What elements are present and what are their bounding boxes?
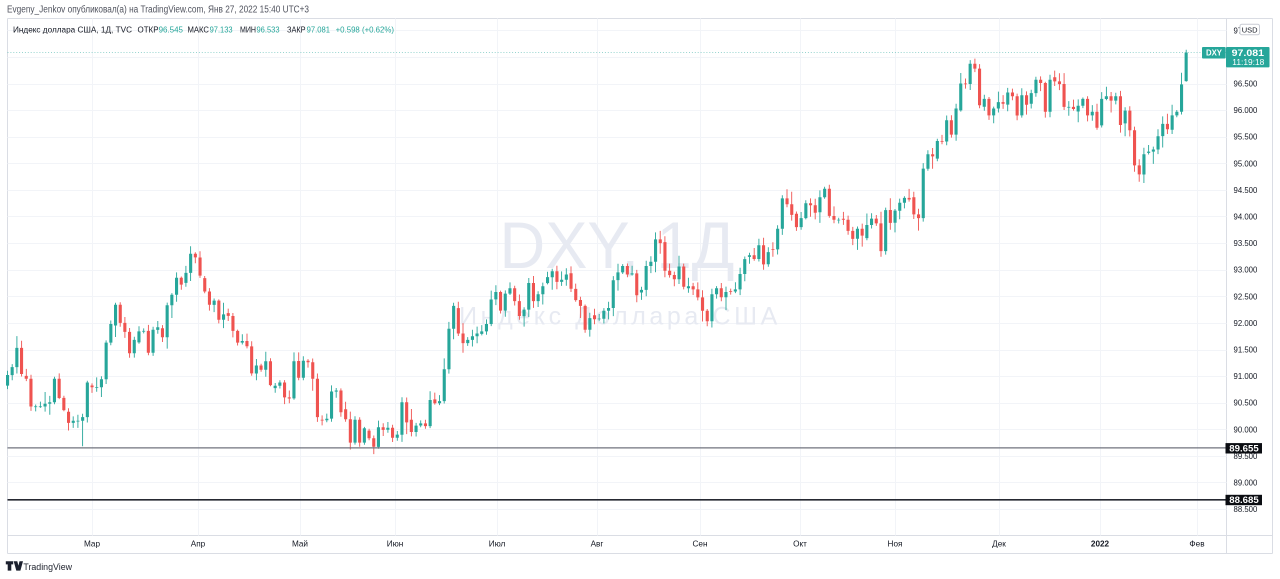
svg-text:Окт: Окт [793, 540, 807, 549]
svg-text:96.500: 96.500 [1234, 79, 1258, 89]
svg-text:ОТКР: ОТКР [138, 24, 159, 34]
svg-text:DXY: DXY [1206, 48, 1222, 58]
svg-text:Фев: Фев [1189, 540, 1204, 549]
svg-text:Май: Май [292, 540, 308, 549]
svg-text:92.500: 92.500 [1234, 291, 1258, 301]
svg-text:91.000: 91.000 [1234, 371, 1258, 381]
svg-text:92.000: 92.000 [1234, 318, 1258, 328]
svg-text:94.500: 94.500 [1234, 185, 1258, 195]
svg-text:90.500: 90.500 [1234, 398, 1258, 408]
svg-text:+0.598 (+0.62%): +0.598 (+0.62%) [336, 24, 394, 34]
svg-text:Сен: Сен [693, 540, 708, 549]
svg-text:11:19:18: 11:19:18 [1232, 57, 1264, 67]
svg-text:Индекс Доллара США: Индекс Доллара США [459, 303, 781, 331]
svg-text:USD: USD [1242, 25, 1258, 34]
svg-text:89.500: 89.500 [1234, 451, 1258, 461]
svg-text:91.500: 91.500 [1234, 345, 1258, 355]
svg-text:Evgeny_Jenkov опубликовал(а) н: Evgeny_Jenkov опубликовал(а) на TradingV… [7, 4, 309, 16]
svg-text:МИН: МИН [240, 24, 256, 34]
svg-text:Апр: Апр [191, 540, 206, 549]
svg-text:96.533: 96.533 [257, 24, 280, 34]
svg-text:95.000: 95.000 [1234, 158, 1258, 168]
svg-text:DXY, 1Д: DXY, 1Д [500, 209, 735, 283]
svg-text:МАКС: МАКС [188, 24, 210, 34]
svg-text:89.655: 89.655 [1229, 444, 1258, 454]
svg-text:Июл: Июл [489, 540, 506, 549]
svg-text:93.000: 93.000 [1234, 265, 1258, 275]
svg-text:TradingView: TradingView [23, 562, 72, 573]
svg-text:96.000: 96.000 [1234, 105, 1258, 115]
svg-text:97.081: 97.081 [307, 24, 331, 34]
svg-text:95.500: 95.500 [1234, 132, 1258, 142]
svg-text:Дек: Дек [992, 540, 1006, 549]
svg-text:Авг: Авг [591, 540, 604, 549]
svg-text:88.685: 88.685 [1229, 495, 1258, 505]
svg-text:93.500: 93.500 [1234, 238, 1258, 248]
svg-text:Мар: Мар [84, 540, 100, 549]
svg-text:97.081: 97.081 [1232, 48, 1264, 58]
svg-text:88.500: 88.500 [1234, 504, 1258, 514]
svg-text:ЗАКР: ЗАКР [287, 24, 306, 34]
svg-text:96.545: 96.545 [159, 24, 184, 34]
svg-text:Индекс доллара США, 1Д, TVC: Индекс доллара США, 1Д, TVC [13, 24, 132, 34]
svg-text:2022: 2022 [1091, 540, 1110, 549]
svg-text:94.000: 94.000 [1234, 212, 1258, 222]
svg-text:97.133: 97.133 [210, 24, 233, 34]
svg-text:Июн: Июн [387, 540, 404, 549]
svg-text:Ноя: Ноя [888, 540, 903, 549]
svg-text:90.000: 90.000 [1234, 424, 1258, 434]
svg-text:89.000: 89.000 [1234, 478, 1258, 488]
